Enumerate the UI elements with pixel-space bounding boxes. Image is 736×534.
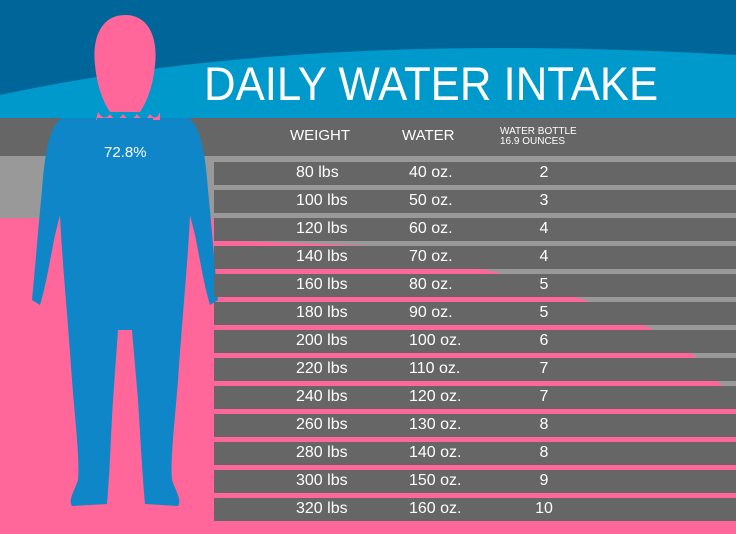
water-cell: 50 oz.	[409, 192, 453, 209]
table-row: 240 lbs 120 oz. 7	[214, 386, 736, 409]
bottles-cell: 9	[539, 472, 549, 489]
table-row: 180 lbs 90 oz. 5	[214, 302, 736, 325]
table-row: 280 lbs 140 oz. 8	[214, 442, 736, 465]
bottles-cell: 10	[535, 500, 553, 517]
weight-cell: 320 lbs	[296, 500, 348, 517]
bottles-cell: 8	[539, 416, 549, 433]
table-row: 320 lbs 160 oz. 10	[214, 498, 736, 521]
table-row: 80 lbs 40 oz. 2	[214, 162, 736, 185]
bottles-cell: 5	[539, 276, 549, 293]
water-cell: 110 oz.	[409, 360, 461, 377]
water-cell: 60 oz.	[409, 220, 453, 237]
water-cell: 90 oz.	[409, 304, 453, 321]
bottles-cell: 5	[539, 304, 549, 321]
table-row: 100 lbs 50 oz. 3	[214, 190, 736, 213]
header-bottle-line2: 16.9 OUNCES	[500, 136, 566, 147]
bottles-cell: 3	[539, 192, 549, 209]
water-cell: 130 oz.	[409, 416, 462, 433]
weight-cell: 300 lbs	[296, 472, 348, 489]
weight-cell: 200 lbs	[296, 332, 348, 349]
table-row: 300 lbs 150 oz. 9	[214, 470, 736, 493]
weight-cell: 160 lbs	[296, 276, 348, 293]
water-cell: 80 oz.	[409, 276, 453, 293]
weight-cell: 100 lbs	[296, 192, 348, 209]
weight-cell: 220 lbs	[296, 360, 348, 377]
bottles-cell: 7	[539, 360, 549, 377]
weight-cell: 180 lbs	[296, 304, 348, 321]
bottles-cell: 7	[539, 388, 549, 405]
weight-cell: 240 lbs	[296, 388, 348, 405]
table-row: 220 lbs 110 oz. 7	[214, 358, 736, 381]
table-row: 200 lbs 100 oz. 6	[214, 330, 736, 353]
table-row: 120 lbs 60 oz. 4	[214, 218, 736, 241]
water-cell: 140 oz.	[409, 444, 462, 461]
human-figure-icon	[32, 15, 218, 506]
water-cell: 100 oz.	[409, 332, 462, 349]
header-water: WATER	[402, 127, 455, 144]
bottles-cell: 4	[539, 248, 549, 265]
table-row: 140 lbs 70 oz. 4	[214, 246, 736, 269]
blue-arc	[0, 48, 736, 118]
header-bottle-line1: WATER BOTTLE	[500, 126, 577, 137]
water-cell: 150 oz.	[409, 472, 462, 489]
bottles-cell: 6	[539, 332, 549, 349]
weight-cell: 280 lbs	[296, 444, 348, 461]
water-cell: 120 oz.	[409, 388, 462, 405]
table-row: 160 lbs 80 oz. 5	[214, 274, 736, 297]
weight-cell: 80 lbs	[296, 164, 339, 181]
bottles-cell: 2	[539, 164, 549, 181]
water-cell: 70 oz.	[409, 248, 453, 265]
water-cell: 40 oz.	[409, 164, 453, 181]
bottles-cell: 8	[539, 444, 549, 461]
table-row: 260 lbs 130 oz. 8	[214, 414, 736, 437]
weight-cell: 140 lbs	[296, 248, 348, 265]
body-water-percent: 72.8%	[104, 144, 147, 161]
weight-cell: 260 lbs	[296, 416, 348, 433]
header-weight: WEIGHT	[290, 127, 350, 144]
weight-cell: 120 lbs	[296, 220, 348, 237]
water-cell: 160 oz.	[409, 500, 462, 517]
bottles-cell: 4	[539, 220, 549, 237]
page-title: DAILY WATER INTAKE	[204, 57, 659, 110]
